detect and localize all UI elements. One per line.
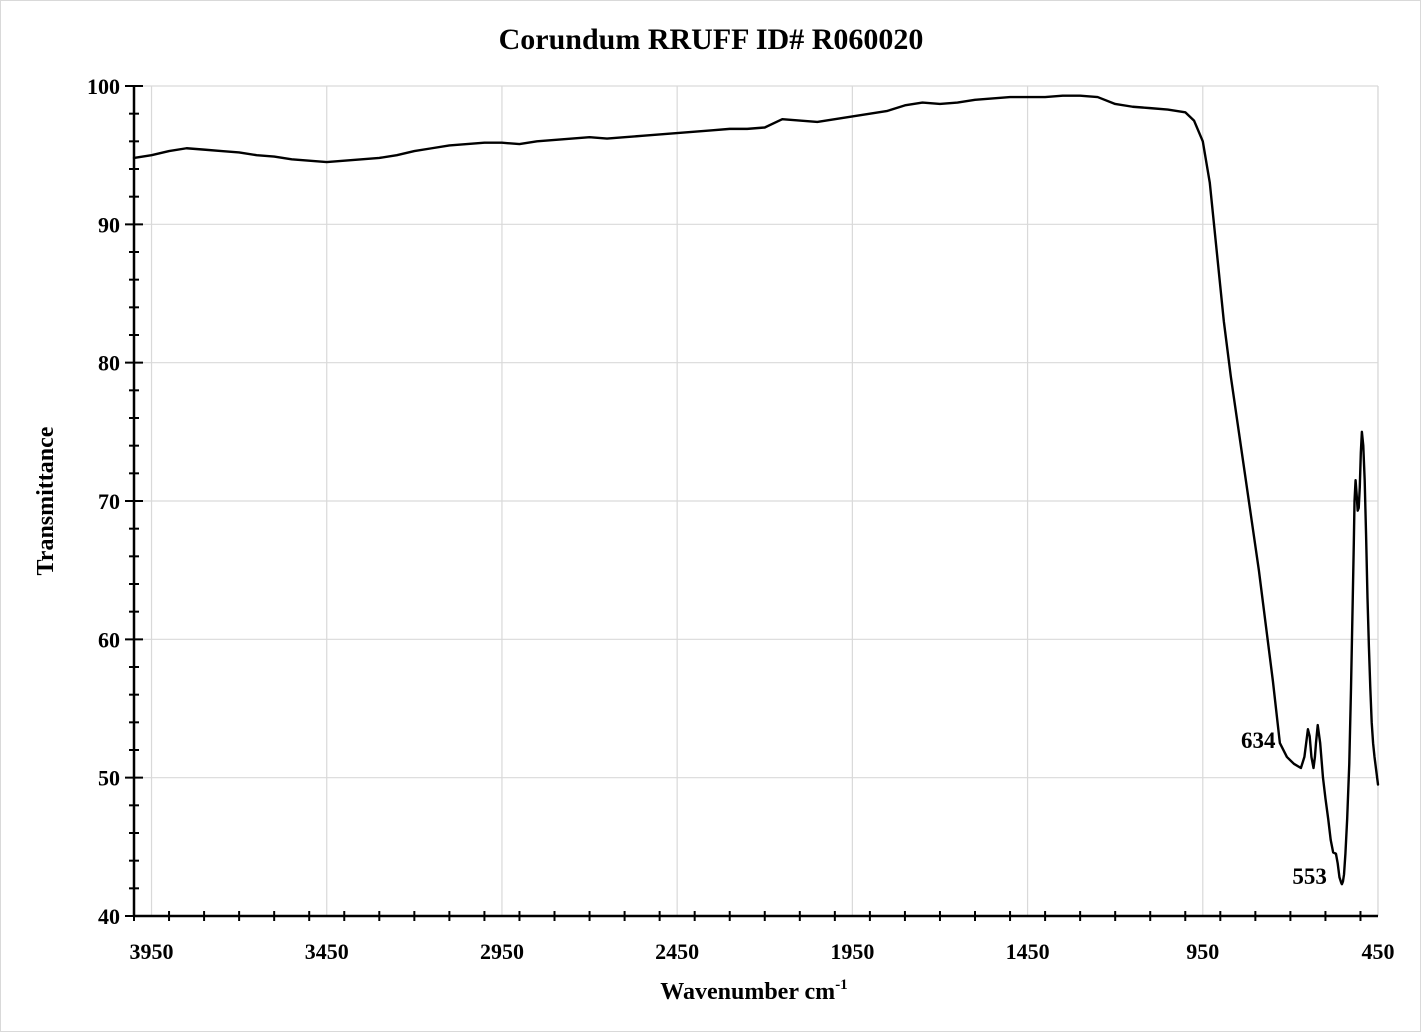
y-tick-label: 100 <box>87 74 120 99</box>
y-tick-label: 50 <box>98 766 120 791</box>
x-axis-label: Wavenumber cm-1 <box>660 977 847 1005</box>
y-tick-label: 80 <box>98 351 120 376</box>
y-tick-label: 90 <box>98 212 120 237</box>
y-tick-label: 70 <box>98 489 120 514</box>
x-axis-label-text: Wavenumber cm <box>660 979 835 1005</box>
x-tick-label: 2950 <box>480 939 524 964</box>
x-tick-label: 450 <box>1362 939 1395 964</box>
transmittance-series-line <box>132 94 1380 886</box>
y-axis-label: Transmittance <box>33 426 59 575</box>
peak-annotations: 634 553 <box>1241 728 1327 889</box>
x-tick-label: 1450 <box>1006 939 1050 964</box>
y-axis-ticks: 40 50 60 70 80 90 100 <box>87 74 120 929</box>
chart-title: Corundum RRUFF ID# R060020 <box>499 23 924 56</box>
axes <box>125 85 1378 921</box>
y-tick-label: 40 <box>98 904 120 929</box>
grid-lines <box>134 85 1379 916</box>
x-tick-label: 1950 <box>830 939 874 964</box>
x-tick-label: 3950 <box>130 939 174 964</box>
peak-label: 553 <box>1292 864 1327 889</box>
peak-label: 634 <box>1241 728 1276 753</box>
x-tick-label: 950 <box>1186 939 1219 964</box>
x-tick-label: 2450 <box>655 939 699 964</box>
x-axis-ticks: 3950 3450 2950 2450 1950 1450 950 450 <box>130 939 1395 964</box>
x-axis-label-superscript: -1 <box>835 977 848 993</box>
x-tick-label: 3450 <box>305 939 349 964</box>
y-tick-label: 60 <box>98 627 120 652</box>
